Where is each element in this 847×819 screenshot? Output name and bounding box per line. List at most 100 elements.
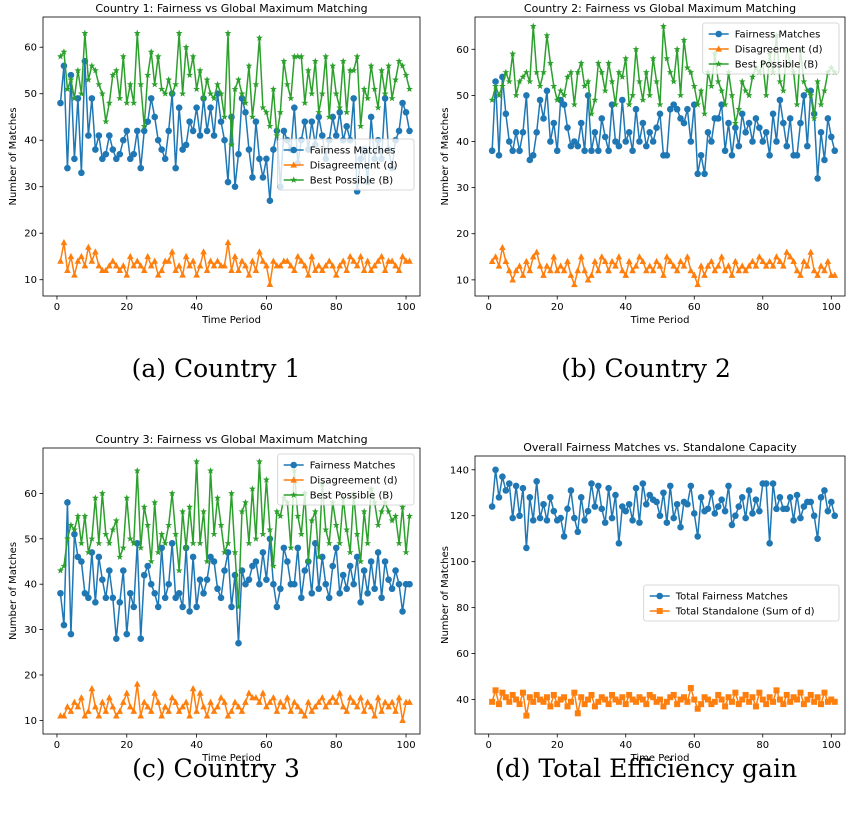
data-point xyxy=(371,85,379,92)
data-point xyxy=(259,174,267,181)
x-tick-label: 40 xyxy=(190,740,203,751)
data-point xyxy=(694,170,701,178)
data-point xyxy=(495,91,503,99)
data-point xyxy=(807,91,815,99)
data-point xyxy=(119,544,127,551)
x-tick-label: 40 xyxy=(619,302,632,313)
data-point xyxy=(301,99,309,106)
data-point xyxy=(399,252,406,260)
data-point xyxy=(612,262,619,269)
data-point xyxy=(790,694,797,701)
data-point xyxy=(735,142,743,150)
data-point xyxy=(550,82,558,90)
data-point xyxy=(235,76,242,83)
data-point xyxy=(266,122,274,130)
data-point xyxy=(780,262,787,269)
data-point xyxy=(509,50,517,57)
x-tick-label: 100 xyxy=(396,302,415,313)
data-point xyxy=(804,262,811,269)
data-point xyxy=(814,694,821,701)
data-point xyxy=(221,548,228,556)
data-point xyxy=(360,707,368,714)
data-point xyxy=(381,90,389,97)
data-point xyxy=(790,257,797,265)
data-point xyxy=(193,603,200,611)
data-point xyxy=(343,526,351,533)
x-tick-label: 40 xyxy=(619,740,632,751)
data-point xyxy=(228,603,235,611)
data-point xyxy=(677,696,684,703)
data-point xyxy=(207,257,214,264)
data-point xyxy=(221,262,228,269)
data-point xyxy=(98,90,106,97)
data-point xyxy=(329,62,337,69)
data-point xyxy=(824,257,832,265)
data-point xyxy=(492,82,499,90)
data-point xyxy=(64,164,71,172)
data-point xyxy=(92,599,99,606)
data-point xyxy=(807,691,814,698)
data-point xyxy=(509,147,516,155)
data-point xyxy=(738,77,746,85)
data-point xyxy=(172,698,179,705)
data-point xyxy=(402,71,410,79)
data-point xyxy=(601,133,609,141)
data-point xyxy=(533,128,540,136)
legend-marker xyxy=(290,176,298,183)
data-point xyxy=(186,262,193,269)
data-point xyxy=(636,138,643,145)
data-point xyxy=(646,691,653,698)
data-point xyxy=(831,512,839,520)
data-point xyxy=(95,80,103,88)
data-point xyxy=(502,694,509,701)
data-point xyxy=(276,512,284,520)
data-point xyxy=(140,698,148,705)
data-point xyxy=(165,580,172,588)
data-point xyxy=(526,494,534,501)
legend-marker xyxy=(290,161,297,168)
data-point xyxy=(533,477,540,485)
data-point xyxy=(794,696,801,703)
data-point xyxy=(793,101,801,108)
data-point xyxy=(810,267,818,274)
data-point xyxy=(112,66,120,74)
data-point xyxy=(308,589,316,597)
data-point xyxy=(588,271,595,278)
data-point xyxy=(728,91,736,99)
data-point xyxy=(715,691,722,698)
data-point xyxy=(228,707,235,714)
data-point xyxy=(304,698,312,705)
data-point xyxy=(315,585,323,593)
data-point xyxy=(311,507,319,515)
data-point xyxy=(612,101,619,108)
legend-box xyxy=(702,22,840,75)
data-point xyxy=(308,517,316,524)
data-point xyxy=(360,567,368,574)
data-point xyxy=(165,76,173,83)
data-point xyxy=(395,57,403,65)
data-point xyxy=(649,267,657,274)
data-point xyxy=(221,113,228,120)
data-point xyxy=(381,698,389,705)
data-point xyxy=(360,85,368,92)
data-point xyxy=(540,115,547,122)
data-point xyxy=(612,696,619,703)
data-point xyxy=(698,701,705,708)
data-point xyxy=(74,257,82,264)
data-point xyxy=(406,85,413,92)
data-point xyxy=(523,544,530,552)
data-point xyxy=(60,238,68,246)
data-point xyxy=(773,687,780,694)
data-point xyxy=(84,548,92,556)
data-point xyxy=(161,539,169,547)
data-point xyxy=(161,703,169,710)
data-point xyxy=(684,500,691,508)
data-point xyxy=(259,549,267,556)
data-point xyxy=(81,512,89,520)
data-point xyxy=(666,68,674,76)
x-tick-label: 80 xyxy=(330,302,343,313)
data-point xyxy=(78,169,85,177)
data-point xyxy=(116,266,124,274)
legend-marker xyxy=(290,146,298,154)
x-tick-label: 100 xyxy=(822,740,841,751)
